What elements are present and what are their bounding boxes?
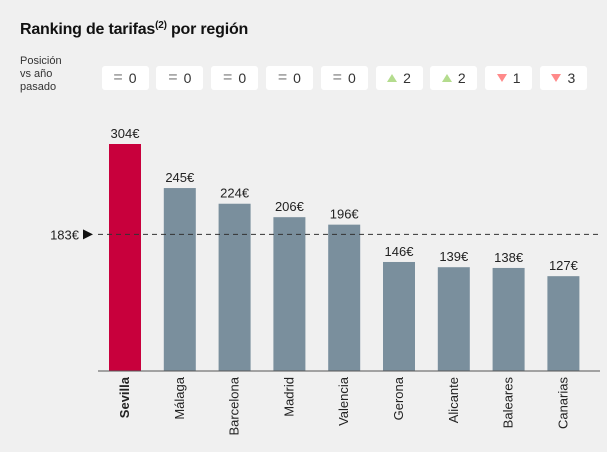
category-label: Málaga: [172, 376, 187, 419]
bar-sevilla: [109, 144, 141, 371]
triangle-down-icon: [551, 74, 562, 82]
position-badge-value: 2: [457, 70, 466, 86]
equal-icon: =: [168, 69, 178, 86]
bar-baleares: [492, 267, 525, 371]
category-label: Sevilla: [117, 376, 132, 418]
bar-valencia: [328, 224, 361, 371]
position-badge-2: = 0: [156, 66, 204, 90]
category-label: Madrid: [281, 377, 296, 417]
position-badge-9: 3: [539, 66, 587, 90]
reference-arrow-icon: [83, 229, 93, 240]
value-label: 138€: [494, 250, 524, 265]
position-badge-value: 0: [238, 70, 247, 86]
position-badge-7: 2: [430, 66, 478, 90]
value-label: 245€: [165, 170, 195, 185]
position-badge-value: 0: [347, 70, 356, 86]
chart-title-end: por región: [166, 21, 249, 38]
position-label: Posición vs año pasado: [20, 55, 90, 94]
value-label: 196€: [330, 207, 360, 222]
position-label-line3: pasado: [20, 81, 57, 93]
position-badge-3: = 0: [211, 66, 259, 90]
bar-gerona: [383, 261, 415, 371]
value-label: 206€: [275, 199, 305, 214]
bar-barcelona: [218, 203, 251, 371]
position-badge-4: = 0: [265, 66, 313, 90]
position-badge-8: 1: [485, 66, 533, 90]
category-label: Alicante: [446, 377, 461, 423]
chart-title-main: Ranking de tarifas: [20, 21, 156, 38]
position-badge-value: 3: [567, 70, 576, 86]
position-badge-1: = 0: [101, 66, 149, 90]
category-label: Gerona: [391, 376, 406, 420]
position-badge-value: 0: [128, 70, 137, 86]
position-badge-value: 1: [512, 70, 521, 86]
category-label: Barcelona: [227, 376, 242, 435]
position-badge-value: 2: [403, 70, 411, 86]
triangle-down-icon: [496, 74, 507, 82]
position-label-line1: Posición: [20, 55, 62, 67]
value-label: 224€: [220, 186, 250, 201]
category-label: Canarias: [555, 377, 570, 430]
bar-alicante: [437, 267, 470, 371]
bar-madrid: [273, 217, 306, 371]
bar-canarias: [547, 276, 580, 371]
chart-title-footnote: (2): [155, 20, 167, 31]
position-badge-value: 0: [293, 70, 301, 86]
reference-label: 183€: [50, 227, 80, 242]
value-label: 139€: [439, 249, 469, 264]
value-label: 304€: [111, 126, 141, 141]
equal-icon: =: [277, 69, 288, 86]
equal-icon: =: [223, 69, 233, 86]
triangle-up-icon: [387, 74, 398, 82]
position-badge-5: = 0: [320, 66, 368, 90]
equal-icon: =: [113, 69, 123, 86]
equal-icon: =: [332, 69, 342, 86]
value-label: 146€: [385, 244, 415, 259]
bar-málaga: [163, 188, 196, 371]
category-label: Baleares: [501, 377, 516, 429]
position-badge-value: 0: [183, 70, 192, 86]
category-label: Valencia: [336, 376, 351, 426]
position-label-line2: vs año: [20, 68, 53, 80]
triangle-up-icon: [441, 74, 452, 82]
value-label: 127€: [549, 258, 579, 273]
position-badges: = 0 = 0 = 0 = 0 = 0 2 2 1 3: [0, 0, 607, 100]
chart-title: Ranking de tarifas(2) por región: [20, 20, 248, 39]
position-badge-6: 2: [375, 66, 423, 90]
